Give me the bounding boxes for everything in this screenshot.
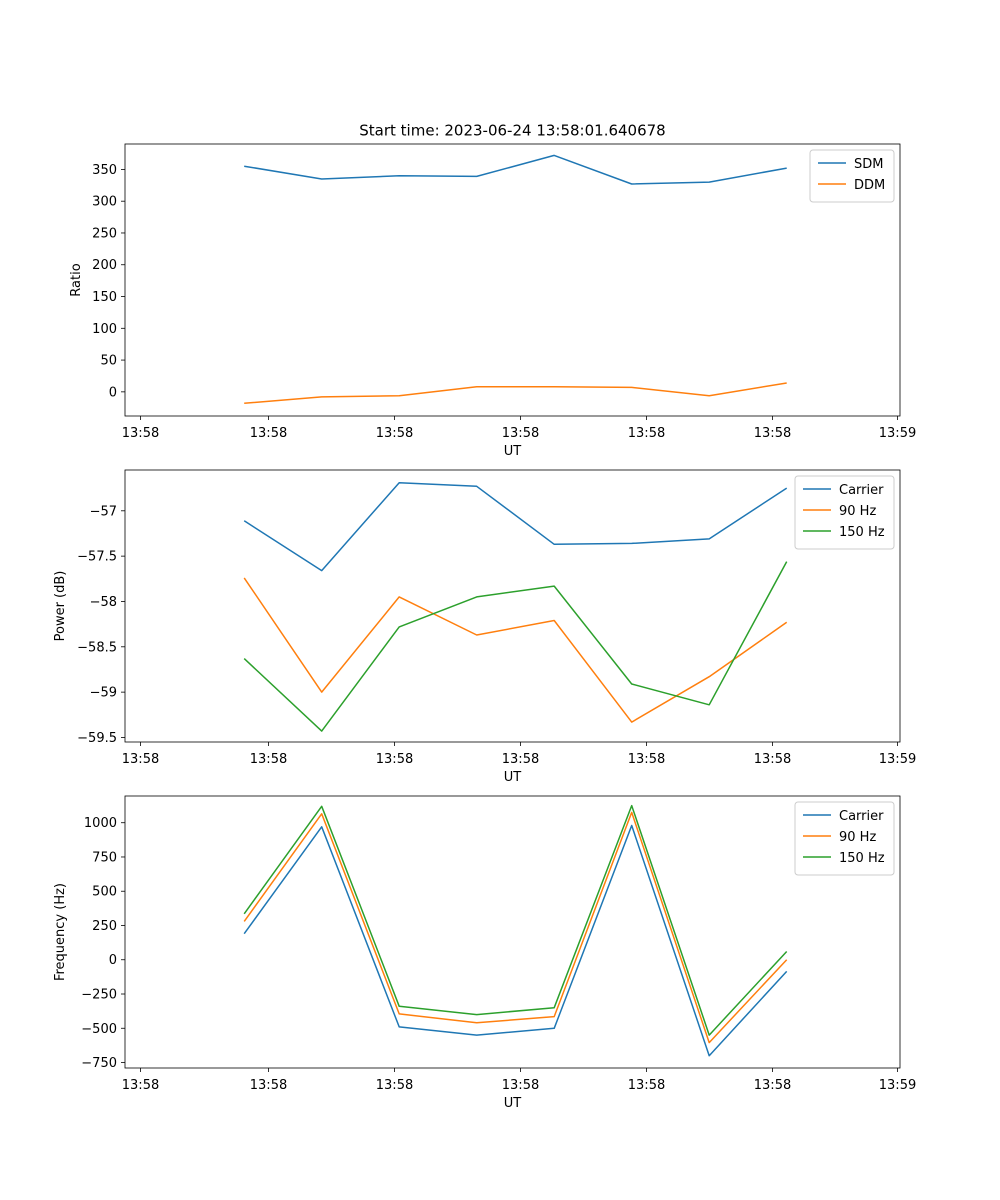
x-tick-label: 13:59: [879, 426, 916, 441]
x-tick-label: 13:58: [754, 1078, 791, 1093]
x-tick-label: 13:58: [250, 752, 287, 767]
figure-title: Start time: 2023-06-24 13:58:01.640678: [359, 122, 665, 140]
x-tick-label: 13:58: [502, 426, 539, 441]
y-axis-label: Frequency (Hz): [53, 883, 68, 981]
legend-label: SDM: [854, 157, 883, 172]
y-tick-label: 150: [92, 290, 117, 305]
y-tick-label: −750: [81, 1056, 117, 1071]
series-line-90-hz: [243, 811, 788, 1044]
legend: Carrier 90 Hz 150 Hz: [794, 475, 895, 550]
x-axis-label: UT: [504, 444, 522, 459]
x-tick-label: 13:58: [502, 1078, 539, 1093]
x-tick-label: 13:59: [879, 752, 916, 767]
x-axis-label: UT: [504, 1096, 522, 1111]
series-line-150-hz: [243, 804, 788, 1036]
legend: SDM DDM: [809, 149, 895, 203]
chart-panel-2: 13:58 13:58 13:58 13:58 13:58 13:58 13:59 −57 −5…: [53, 469, 916, 785]
axes-frame: [124, 143, 901, 417]
axes-frame: [124, 795, 901, 1069]
y-tick-label: 200: [92, 258, 117, 273]
y-tick-label: 250: [92, 919, 117, 934]
x-tick-label: 13:59: [879, 1078, 916, 1093]
series-line-carrier: [243, 824, 788, 1057]
chart-panel-3: 13:58 13:58 13:58 13:58 13:58 13:58 13:59 −750 −…: [53, 795, 916, 1111]
y-tick-label: −250: [81, 988, 117, 1003]
y-tick-label: 100: [92, 322, 117, 337]
x-tick-label: 13:58: [376, 426, 413, 441]
y-tick-label: 350: [92, 163, 117, 178]
legend-label: Carrier: [839, 483, 884, 498]
x-tick-label: 13:58: [250, 1078, 287, 1093]
legend-label: 90 Hz: [839, 504, 876, 519]
series-line-150-hz: [243, 561, 788, 732]
series-line-carrier: [243, 481, 788, 572]
legend-label: 90 Hz: [839, 830, 876, 845]
series-line-90-hz: [243, 577, 788, 723]
y-tick-label: 500: [92, 885, 117, 900]
x-tick-label: 13:58: [122, 1078, 159, 1093]
series-line-ddm: [244, 382, 787, 405]
y-axis-label: Ratio: [69, 263, 84, 296]
y-tick-label: 0: [109, 385, 117, 400]
y-tick-label: 250: [92, 226, 117, 241]
legend-label: Carrier: [839, 809, 884, 824]
panels: 13:58 13:58 13:58 13:58 13:58 13:58 13:59 0 50 10…: [53, 143, 916, 1111]
axes-frame: [124, 469, 901, 743]
y-tick-label: −59.5: [77, 731, 117, 746]
x-tick-label: 13:58: [122, 426, 159, 441]
x-tick-label: 13:58: [628, 752, 665, 767]
y-axis-label: Power (dB): [53, 571, 68, 642]
legend-label: 150 Hz: [839, 851, 885, 866]
y-tick-label: 0: [109, 953, 117, 968]
x-tick-label: 13:58: [250, 426, 287, 441]
x-tick-label: 13:58: [754, 752, 791, 767]
x-axis-label: UT: [504, 770, 522, 785]
x-tick-label: 13:58: [376, 1078, 413, 1093]
y-tick-label: −57: [90, 504, 117, 519]
x-tick-label: 13:58: [628, 1078, 665, 1093]
y-tick-label: 1000: [84, 816, 117, 831]
x-tick-label: 13:58: [376, 752, 413, 767]
y-tick-label: 50: [100, 354, 117, 369]
y-tick-label: −59: [90, 686, 117, 701]
legend-label: 150 Hz: [839, 525, 885, 540]
y-tick-label: −57.5: [77, 550, 117, 565]
chart-panel-1: 13:58 13:58 13:58 13:58 13:58 13:58 13:59 0 50 10…: [69, 143, 916, 459]
y-tick-label: −500: [81, 1022, 117, 1037]
y-tick-label: 750: [92, 850, 117, 865]
x-tick-label: 13:58: [502, 752, 539, 767]
x-tick-label: 13:58: [122, 752, 159, 767]
y-tick-label: −58: [90, 595, 117, 610]
x-tick-label: 13:58: [754, 426, 791, 441]
series-line-sdm: [244, 154, 787, 185]
x-tick-label: 13:58: [628, 426, 665, 441]
legend-label: DDM: [854, 178, 885, 193]
legend: Carrier 90 Hz 150 Hz: [794, 801, 895, 876]
y-tick-label: 300: [92, 195, 117, 210]
y-tick-label: −58.5: [77, 640, 117, 655]
